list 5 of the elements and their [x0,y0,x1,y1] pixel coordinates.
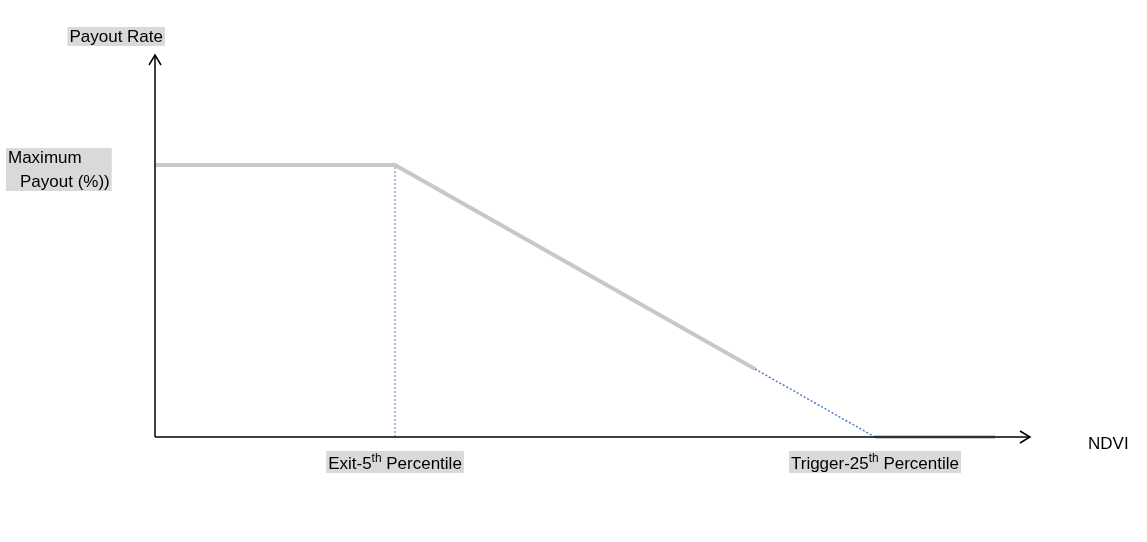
text: Maximum Payout (%)) [8,148,110,191]
x-tick-label: Trigger-25$^{th}$ Percentile [790,451,960,473]
text: Payout Rate [69,27,163,46]
x-axis-title: NDVI [1088,434,1129,453]
x-tick-label: Exit-5$^{th}$ Percentile [328,451,462,473]
